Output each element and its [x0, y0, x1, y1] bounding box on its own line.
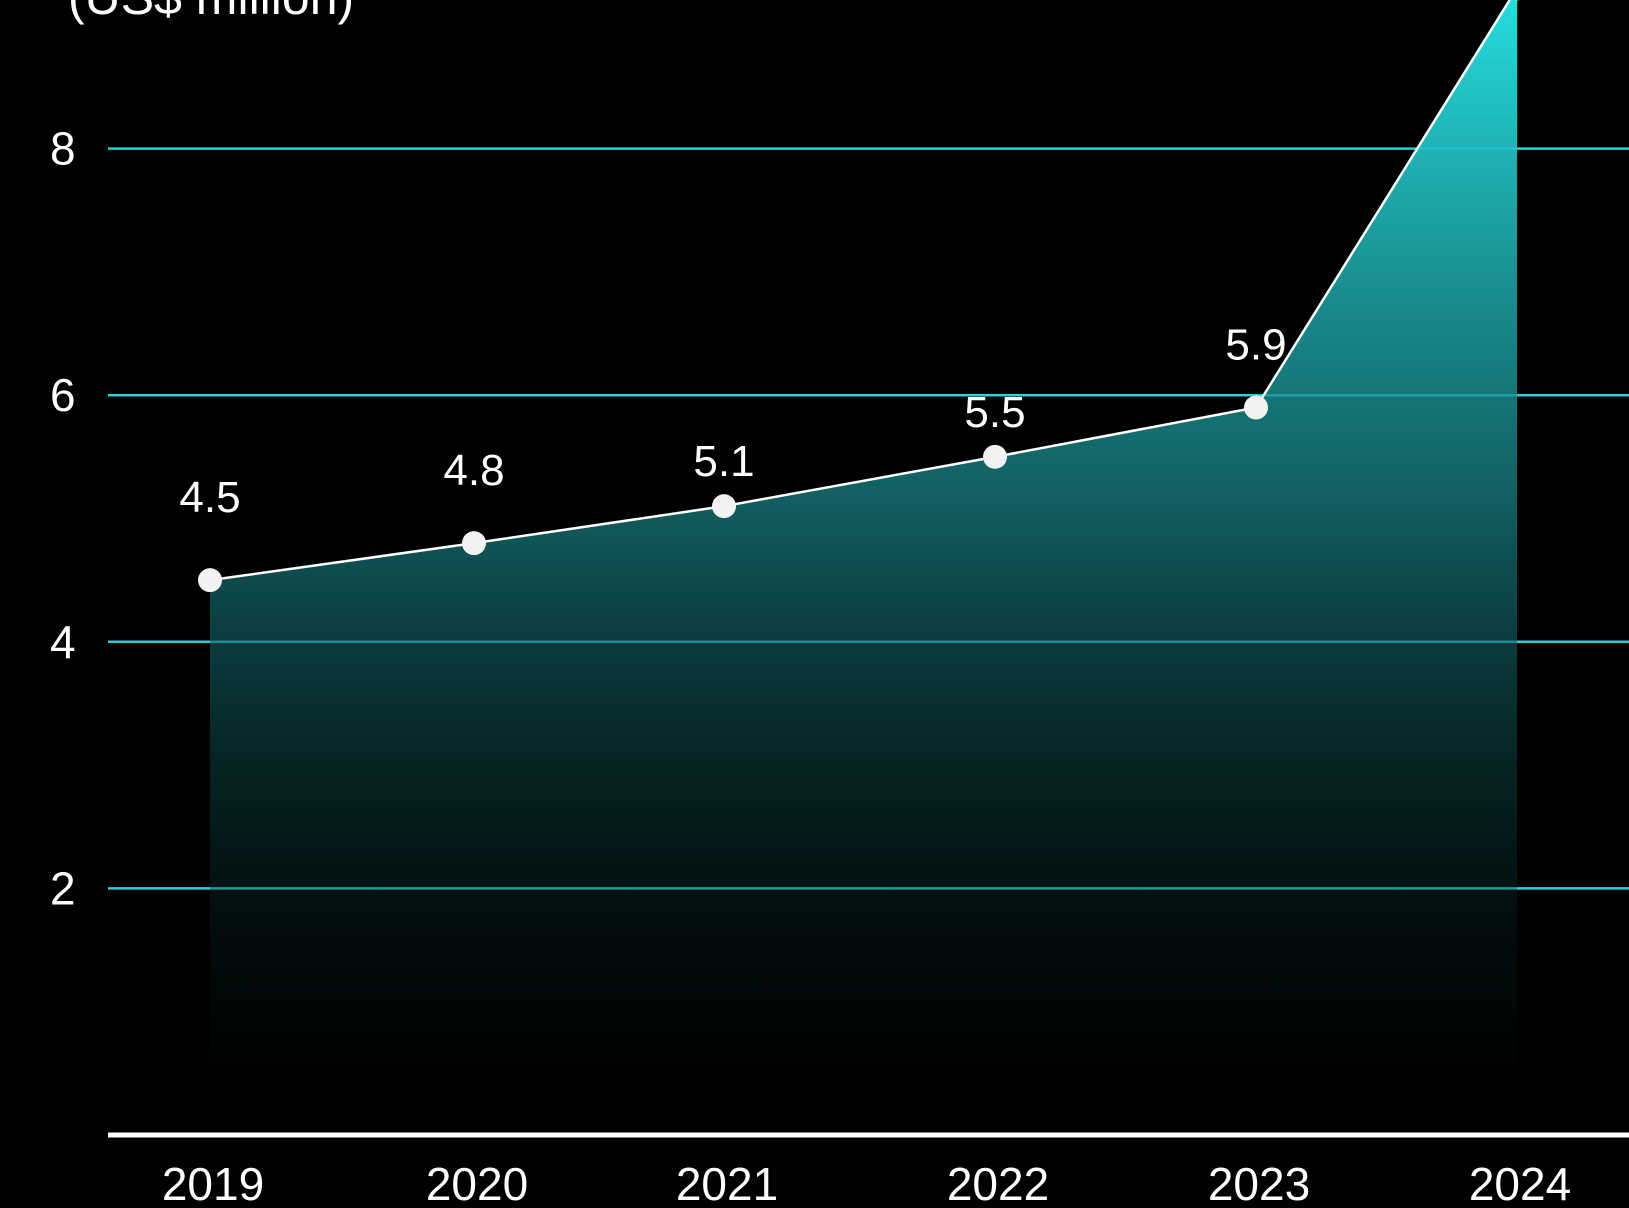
y-axis-label: (US$ million): [68, 0, 354, 25]
y-tick-label: 8: [50, 123, 76, 175]
data-labels: 4.54.85.15.55.99.3: [179, 321, 1286, 523]
data-label: 5.9: [1225, 321, 1286, 370]
x-tick-labels: 2019 2020 2021 2022 2023 2024: [162, 1158, 1571, 1208]
data-point: [1244, 395, 1268, 420]
x-tick-label: 2021: [676, 1158, 778, 1208]
data-point: [198, 568, 222, 593]
y-tick-label: 4: [50, 616, 76, 668]
x-tick-label: 2020: [426, 1158, 528, 1208]
data-label: 5.1: [693, 437, 754, 486]
y-tick-labels: 2 4 6 8: [50, 123, 76, 915]
data-point: [712, 494, 736, 519]
area-fill: [210, 0, 1517, 1135]
data-point: [983, 444, 1007, 469]
data-point: [462, 531, 486, 556]
x-tick-label: 2022: [947, 1158, 1049, 1208]
data-label: 4.5: [179, 473, 240, 522]
series-line: [209, 0, 1512, 582]
x-tick-label: 2024: [1469, 1158, 1571, 1208]
data-label: 4.8: [443, 446, 504, 495]
x-tick-label: 2023: [1208, 1158, 1310, 1208]
series-line-path: [209, 0, 1512, 582]
data-points: [198, 0, 1520, 593]
area-shape: [210, 0, 1517, 1135]
y-tick-label: 2: [50, 862, 76, 914]
y-tick-label: 6: [50, 369, 76, 421]
data-label: 5.5: [964, 388, 1025, 437]
x-tick-label: 2019: [162, 1158, 264, 1208]
